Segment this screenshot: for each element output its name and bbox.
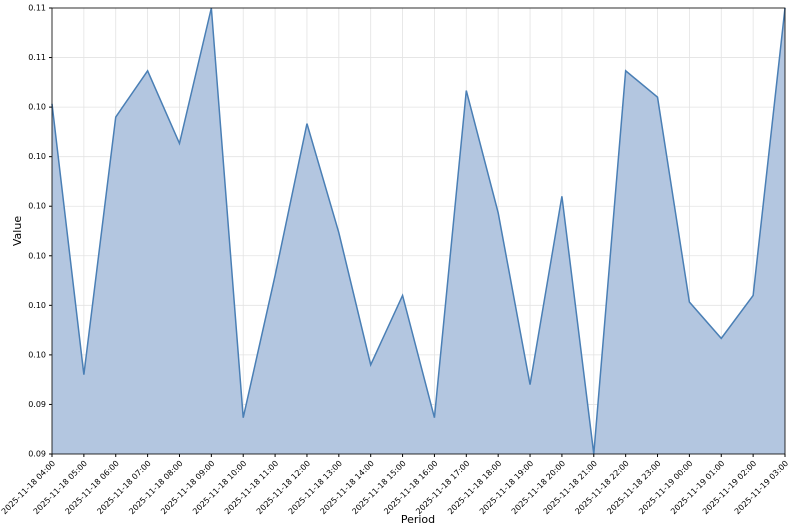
y-tick-label: 0.11 [28, 4, 46, 13]
y-tick-label: 0.10 [28, 202, 46, 211]
x-tick-label: 2025-11-18 20:00 [510, 459, 567, 516]
x-tick-label: 2025-11-18 06:00 [64, 459, 121, 516]
x-tick-label: 2025-11-18 21:00 [542, 459, 599, 516]
x-tick-label: 2025-11-19 00:00 [637, 459, 694, 516]
x-tick-label: 2025-11-18 09:00 [159, 459, 216, 516]
area-line [51, 7, 786, 455]
y-tick-label: 0.11 [28, 53, 46, 62]
y-axis-label: Value [11, 216, 24, 246]
y-tick-label: 0.10 [28, 103, 46, 112]
x-tick-label: 2025-11-18 04:00 [0, 459, 57, 516]
x-tick-label: 2025-11-18 10:00 [191, 459, 248, 516]
x-tick-label: 2025-11-18 17:00 [414, 459, 471, 516]
y-tick-label: 0.10 [28, 301, 46, 310]
x-tick-label: 2025-11-18 05:00 [32, 459, 89, 516]
x-tick-label: 2025-11-18 18:00 [446, 459, 503, 516]
x-tick-label: 2025-11-18 23:00 [605, 459, 662, 516]
x-tick-label: 2025-11-18 11:00 [223, 459, 280, 516]
y-tick-label: 0.10 [28, 251, 46, 260]
area-fill [52, 8, 785, 454]
x-tick-label: 2025-11-18 22:00 [573, 459, 630, 516]
x-tick-label: 2025-11-18 14:00 [319, 459, 376, 516]
plot-frame [51, 7, 786, 455]
x-tick-label: 2025-11-18 07:00 [95, 459, 152, 516]
x-tick-label: 2025-11-19 01:00 [669, 459, 726, 516]
x-axis-label: Period [401, 513, 435, 526]
y-tick-label: 0.10 [28, 152, 46, 161]
x-tick-label: 2025-11-18 12:00 [255, 459, 312, 516]
x-tick-label: 2025-11-18 19:00 [478, 459, 535, 516]
x-tick-label: 2025-11-18 13:00 [287, 459, 344, 516]
y-tick-label: 0.10 [28, 350, 46, 359]
x-tick-label: 2025-11-18 08:00 [127, 459, 184, 516]
x-tick-label: 2025-11-18 16:00 [382, 459, 439, 516]
x-tick-label: 2025-11-19 02:00 [701, 459, 758, 516]
y-tick-label: 0.09 [28, 400, 46, 409]
x-tick-label: 2025-11-19 03:00 [733, 459, 790, 516]
y-tick-label: 0.09 [28, 450, 46, 459]
x-tick-label: 2025-11-18 15:00 [350, 459, 407, 516]
